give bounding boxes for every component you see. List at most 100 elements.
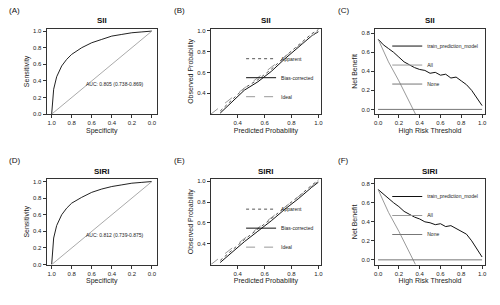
svg-text:0.0: 0.0 — [33, 111, 42, 117]
svg-text:All: All — [427, 212, 433, 218]
svg-text:Net Benefit: Net Benefit — [351, 204, 358, 239]
svg-text:0.8: 0.8 — [197, 49, 206, 55]
svg-text:None: None — [427, 81, 439, 87]
svg-text:0.0: 0.0 — [374, 120, 383, 126]
svg-text:0.2: 0.2 — [395, 271, 404, 277]
svg-text:SII: SII — [261, 16, 271, 25]
svg-text:0.8: 0.8 — [287, 271, 296, 277]
svg-text:None: None — [427, 231, 439, 237]
svg-text:0.0: 0.0 — [361, 107, 370, 113]
svg-text:0.8: 0.8 — [68, 271, 77, 277]
svg-text:1.0: 1.0 — [47, 271, 56, 277]
svg-text:0.4: 0.4 — [108, 120, 117, 126]
svg-text:train_prediction_model: train_prediction_model — [427, 193, 478, 199]
svg-text:0.6: 0.6 — [88, 120, 97, 126]
svg-text:(A): (A) — [9, 6, 20, 15]
svg-text:0.8: 0.8 — [457, 271, 466, 277]
svg-text:1.0: 1.0 — [197, 28, 206, 34]
svg-text:Sensitivity: Sensitivity — [23, 55, 31, 87]
svg-text:0.2: 0.2 — [33, 245, 42, 251]
svg-text:Predicted Probability: Predicted Probability — [234, 277, 299, 285]
svg-text:0.8: 0.8 — [33, 45, 42, 51]
svg-text:SII: SII — [97, 16, 107, 25]
svg-text:0.8: 0.8 — [361, 30, 370, 36]
svg-text:0.8: 0.8 — [68, 120, 77, 126]
svg-text:0.2: 0.2 — [128, 120, 137, 126]
svg-text:Observed Probability: Observed Probability — [187, 189, 195, 254]
svg-text:0.4: 0.4 — [415, 271, 424, 277]
svg-text:0.6: 0.6 — [260, 120, 269, 126]
svg-text:(B): (B) — [174, 6, 185, 15]
svg-text:0.4: 0.4 — [361, 219, 370, 225]
svg-text:0.6: 0.6 — [33, 61, 42, 67]
svg-text:0.0: 0.0 — [361, 257, 370, 263]
svg-text:0.0: 0.0 — [148, 271, 157, 277]
svg-text:0.8: 0.8 — [361, 181, 370, 187]
svg-text:train_prediction_model: train_prediction_model — [427, 43, 478, 49]
svg-text:0.4: 0.4 — [197, 90, 206, 96]
svg-text:0.4: 0.4 — [361, 68, 370, 74]
svg-text:0.8: 0.8 — [197, 199, 206, 205]
svg-text:SII: SII — [425, 16, 435, 25]
svg-text:0.6: 0.6 — [33, 212, 42, 218]
svg-text:All: All — [427, 62, 433, 68]
svg-text:SIRI: SIRI — [94, 167, 110, 176]
svg-text:Net Benefit: Net Benefit — [351, 54, 358, 89]
svg-text:Apparent: Apparent — [281, 206, 302, 212]
svg-text:(E): (E) — [174, 156, 185, 165]
svg-text:0.6: 0.6 — [260, 271, 269, 277]
svg-text:0.8: 0.8 — [457, 120, 466, 126]
svg-text:0.6: 0.6 — [436, 271, 445, 277]
svg-text:Predicted Probability: Predicted Probability — [234, 127, 299, 135]
svg-text:SIRI: SIRI — [422, 167, 438, 176]
svg-text:0.8: 0.8 — [287, 120, 296, 126]
svg-text:0.0: 0.0 — [33, 262, 42, 268]
svg-text:SIRI: SIRI — [258, 167, 274, 176]
svg-text:0.6: 0.6 — [197, 70, 206, 76]
svg-text:Ideal: Ideal — [281, 244, 292, 250]
svg-text:Specificity: Specificity — [86, 127, 118, 135]
svg-text:0.4: 0.4 — [108, 271, 117, 277]
svg-text:0.4: 0.4 — [234, 271, 243, 277]
svg-text:AUC: 0.805 (0.738-0.869): AUC: 0.805 (0.738-0.869) — [86, 81, 144, 87]
svg-text:Ideal: Ideal — [281, 94, 292, 100]
svg-text:0.2: 0.2 — [361, 238, 370, 244]
svg-text:0.6: 0.6 — [88, 271, 97, 277]
svg-text:1.0: 1.0 — [33, 28, 42, 34]
svg-text:Bias-corrected: Bias-corrected — [281, 225, 313, 231]
svg-text:0.2: 0.2 — [128, 271, 137, 277]
svg-text:0.4: 0.4 — [197, 241, 206, 247]
svg-text:0.6: 0.6 — [197, 220, 206, 226]
svg-text:1.0: 1.0 — [314, 271, 323, 277]
svg-text:Specificity: Specificity — [86, 277, 118, 285]
svg-text:0.6: 0.6 — [361, 200, 370, 206]
svg-text:0.0: 0.0 — [374, 271, 383, 277]
svg-text:1.0: 1.0 — [478, 120, 487, 126]
svg-text:0.2: 0.2 — [395, 120, 404, 126]
svg-text:AUC: 0.812 (0.739-0.875): AUC: 0.812 (0.739-0.875) — [86, 232, 144, 238]
svg-text:Observed Probability: Observed Probability — [187, 38, 195, 103]
svg-text:0.2: 0.2 — [33, 95, 42, 101]
svg-text:(D): (D) — [9, 156, 20, 165]
svg-text:0.4: 0.4 — [33, 228, 42, 234]
svg-text:0.4: 0.4 — [33, 78, 42, 84]
svg-text:0.0: 0.0 — [148, 120, 157, 126]
svg-text:1.0: 1.0 — [47, 120, 56, 126]
svg-text:(F): (F) — [338, 156, 349, 165]
svg-text:0.4: 0.4 — [234, 120, 243, 126]
svg-text:High Risk Threshold: High Risk Threshold — [399, 127, 462, 135]
svg-text:0.4: 0.4 — [415, 120, 424, 126]
svg-text:1.0: 1.0 — [197, 178, 206, 184]
svg-text:(C): (C) — [338, 6, 349, 15]
svg-text:0.2: 0.2 — [361, 87, 370, 93]
svg-text:0.8: 0.8 — [33, 195, 42, 201]
svg-text:1.0: 1.0 — [478, 271, 487, 277]
svg-text:Sensitivity: Sensitivity — [23, 206, 31, 238]
svg-text:High Risk Threshold: High Risk Threshold — [399, 277, 462, 285]
svg-text:0.6: 0.6 — [436, 120, 445, 126]
svg-text:1.0: 1.0 — [314, 120, 323, 126]
svg-text:Bias-corrected: Bias-corrected — [281, 75, 313, 81]
svg-text:1.0: 1.0 — [33, 179, 42, 185]
svg-text:0.6: 0.6 — [361, 49, 370, 55]
svg-text:Apparent: Apparent — [281, 56, 302, 62]
